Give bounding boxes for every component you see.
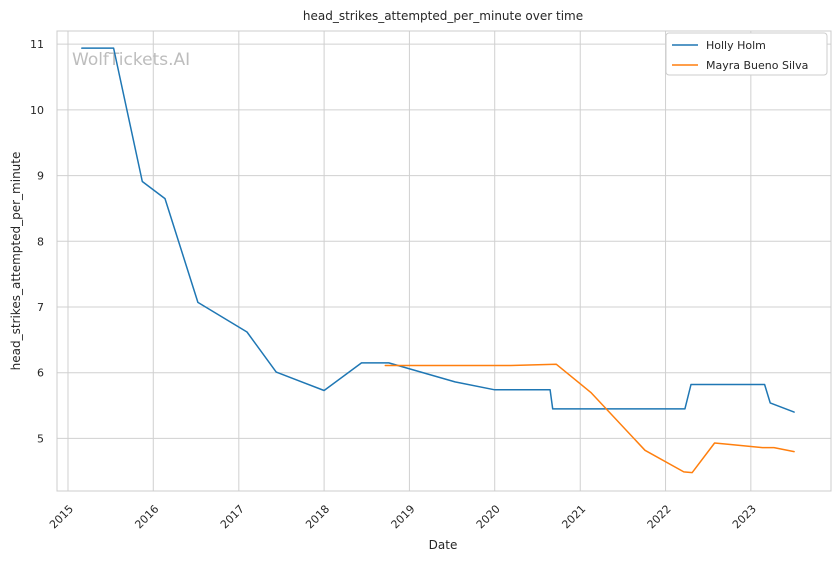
chart-title: head_strikes_attempted_per_minute over t… xyxy=(303,9,583,23)
y-tick-label: 6 xyxy=(37,367,44,380)
grid-lines xyxy=(57,31,831,491)
y-tick-label: 7 xyxy=(37,301,44,314)
series-line-mayra-bueno-silva xyxy=(384,363,795,474)
series-layer xyxy=(81,47,795,474)
y-axis-title: head_strikes_attempted_per_minute xyxy=(9,152,23,371)
series-line-holly-holm xyxy=(81,47,795,413)
legend-box xyxy=(665,32,828,76)
legend-label: Holly Holm xyxy=(706,39,766,52)
x-axis-title: Date xyxy=(429,538,458,552)
y-tick-label: 10 xyxy=(30,104,44,117)
y-tick-label: 9 xyxy=(37,170,44,183)
plot-frame xyxy=(56,30,832,492)
y-tick-label: 5 xyxy=(37,432,44,445)
legend: Holly Holm Mayra Bueno Silva xyxy=(665,32,828,76)
y-tick-labels: 5 6 7 8 9 10 11 xyxy=(30,38,44,445)
legend-label: Mayra Bueno Silva xyxy=(706,59,808,72)
y-tick-label: 11 xyxy=(30,38,44,51)
watermark: WolfTickets.AI xyxy=(72,50,190,70)
y-tick-label: 8 xyxy=(37,235,44,248)
